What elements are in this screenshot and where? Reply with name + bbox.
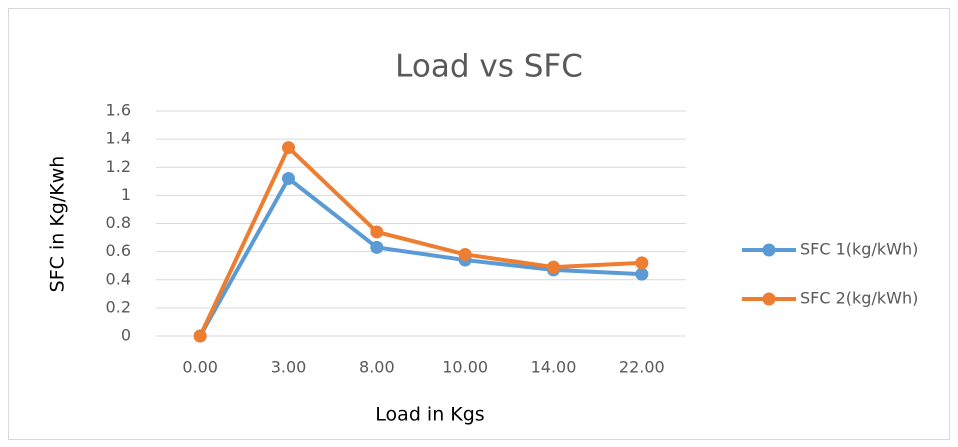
data-point [635,267,649,281]
legend-label: SFC 1(kg/kWh) [800,240,918,259]
data-point [458,247,472,261]
series-line [198,145,642,337]
data-point [282,172,295,185]
legend-label: SFC 2(kg/kWh) [800,289,918,308]
legend-marker [762,243,776,257]
y-tick-label: 1.6 [106,101,131,120]
data-point [370,240,384,254]
y-tick-label: 1.4 [106,129,131,148]
data-point [282,141,295,155]
data-point [193,329,207,343]
x-axis-label: Load in Kgs [375,404,484,426]
series-line [198,176,642,337]
y-tick-label: 0.6 [106,241,131,260]
x-tick-label: 22.00 [619,358,665,377]
y-tick-label: 1.2 [106,157,131,176]
x-tick-label: 8.00 [359,358,395,377]
y-tick-label: 0.8 [106,213,131,232]
x-tick-label: 14.00 [531,358,577,377]
x-tick-label: 0.00 [182,358,218,377]
y-tick-label: 0.4 [106,269,131,288]
y-axis-label: SFC in Kg/Kwh [47,156,69,293]
chart-title: Load vs SFC [395,49,583,85]
y-tick-label: 1 [121,185,131,204]
y-tick-label: 0 [121,326,131,345]
data-point [547,260,560,274]
data-point [635,256,649,270]
x-tick-label: 10.00 [442,358,488,377]
y-tick-label: 0.2 [106,297,131,316]
legend-marker [762,292,776,306]
data-point [370,225,384,239]
x-tick-label: 3.00 [271,358,307,377]
